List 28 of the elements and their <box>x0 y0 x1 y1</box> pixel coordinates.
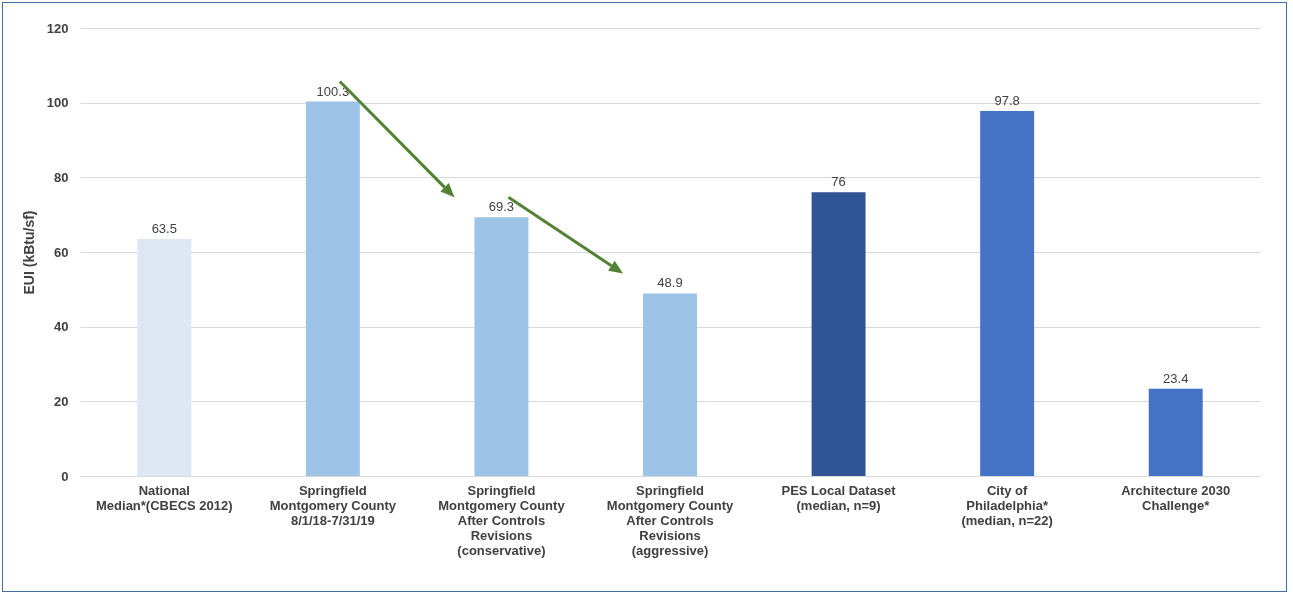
y-tick-label: 20 <box>54 393 69 409</box>
y-tick-label: 80 <box>54 169 69 185</box>
y-tick-label: 60 <box>54 244 69 260</box>
x-tick-label: Springfield Montgomery County 8/1/18-7/31/19 <box>269 482 397 528</box>
x-tick-label: PES Local Dataset (median, n=9) <box>781 482 897 513</box>
x-tick-label: Springfield Montgomery County After Controls Revisions (aggressive) <box>606 482 734 558</box>
x-tick-label: City of Philadelphia* (median, n=22) <box>961 482 1053 528</box>
data-label: 76 <box>831 174 846 190</box>
y-tick-label: 120 <box>46 20 69 36</box>
data-label: 63.5 <box>151 220 177 236</box>
data-label: 69.3 <box>488 199 515 215</box>
data-label: 23.4 <box>1163 370 1189 386</box>
x-tick-label: Architecture 2030 Challenge* <box>1121 482 1231 513</box>
x-tick-label: National Median*(CBECS 2012) <box>96 482 233 513</box>
y-tick-label: 0 <box>61 468 69 484</box>
data-label: 48.9 <box>657 275 683 291</box>
bar <box>980 110 1035 476</box>
x-tick-label: Springfield Montgomery County After Controls Revisions (conservative) <box>438 482 566 558</box>
bar <box>137 238 192 476</box>
y-tick-label: 40 <box>54 319 69 335</box>
data-label: 97.8 <box>994 92 1020 108</box>
y-axis-title: EUI (kBtu/sf) <box>20 210 37 295</box>
bar <box>811 192 866 476</box>
bar <box>305 101 360 476</box>
bar <box>1148 388 1203 476</box>
bar <box>474 217 529 476</box>
bar <box>643 293 697 476</box>
y-tick-label: 100 <box>46 95 69 111</box>
